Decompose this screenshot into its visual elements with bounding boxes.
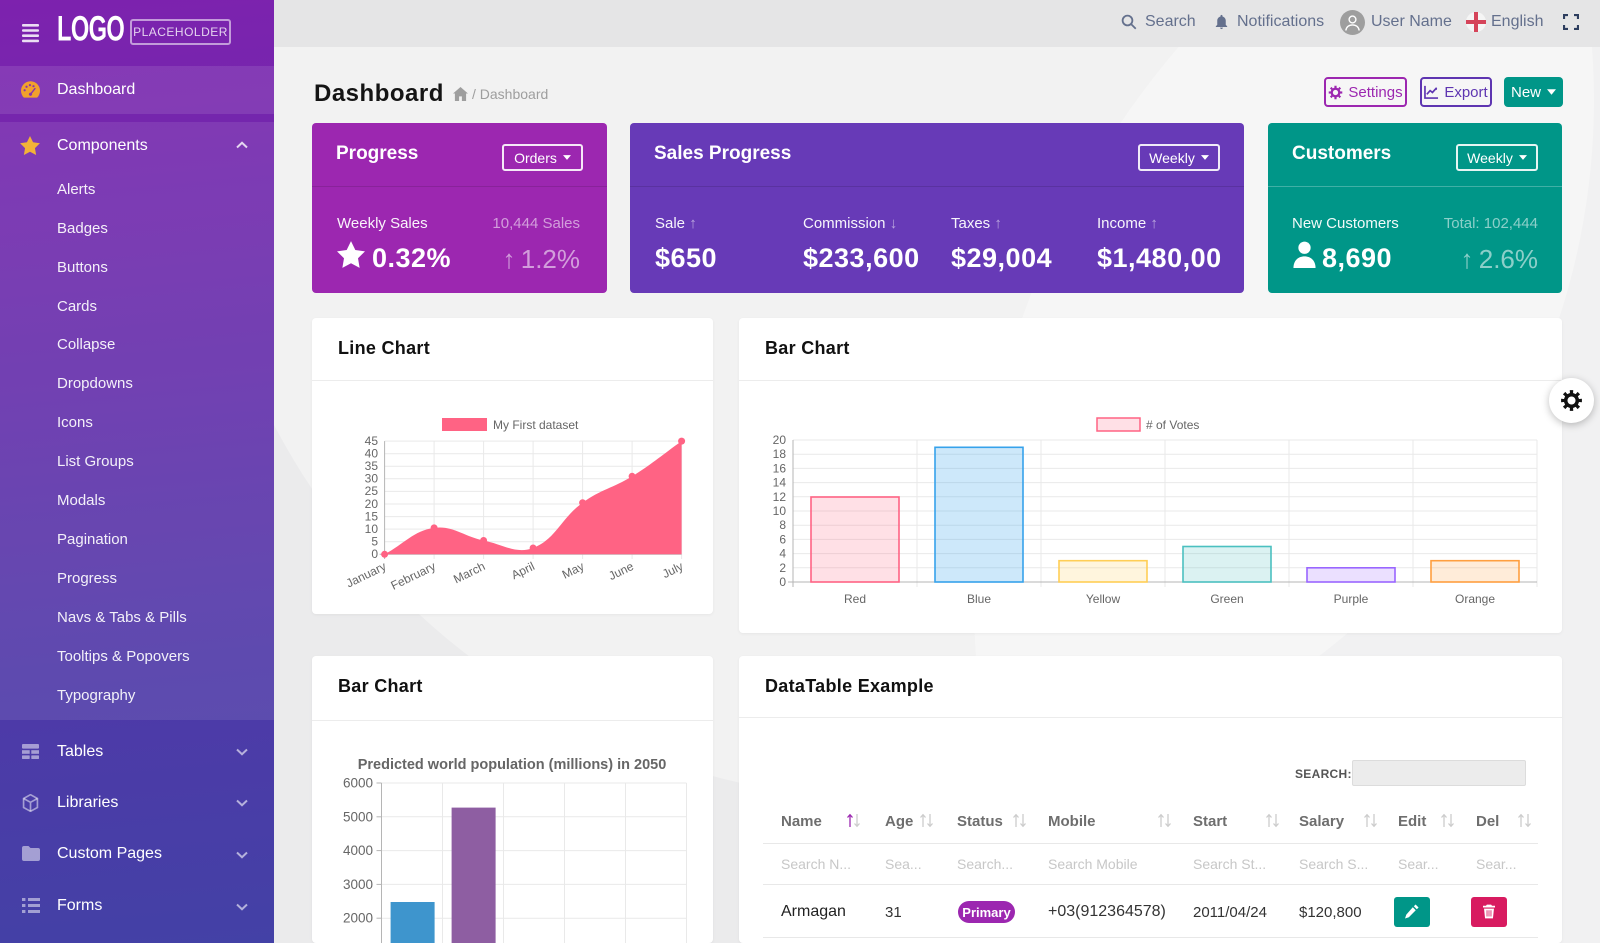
svg-text:20: 20	[773, 433, 787, 447]
svg-text:Yellow: Yellow	[1086, 592, 1121, 606]
svg-text:Green: Green	[1210, 592, 1243, 606]
svg-text:18: 18	[773, 447, 787, 461]
svg-text:16: 16	[773, 461, 787, 475]
svg-text:February: February	[389, 559, 438, 593]
svg-text:Purple: Purple	[1334, 592, 1369, 606]
svg-text:40: 40	[365, 447, 379, 461]
svg-text:2: 2	[779, 561, 786, 575]
svg-text:Predicted world population (mi: Predicted world population (millions) in…	[358, 757, 667, 773]
svg-text:April: April	[509, 559, 537, 582]
svg-text:4000: 4000	[343, 843, 373, 858]
svg-text:15: 15	[365, 509, 379, 523]
svg-text:Red: Red	[844, 592, 866, 606]
svg-text:12: 12	[773, 490, 787, 504]
svg-text:14: 14	[773, 476, 787, 490]
svg-text:10: 10	[365, 522, 379, 536]
svg-text:March: March	[451, 559, 487, 586]
svg-text:25: 25	[365, 484, 379, 498]
svg-text:8: 8	[779, 518, 786, 532]
svg-text:6000: 6000	[343, 776, 373, 791]
svg-text:20: 20	[365, 497, 379, 511]
svg-text:0: 0	[371, 547, 378, 561]
svg-text:3000: 3000	[343, 877, 373, 892]
svg-text:January: January	[344, 559, 389, 590]
svg-text:45: 45	[365, 434, 379, 448]
svg-text:5000: 5000	[343, 809, 373, 824]
svg-text:June: June	[606, 559, 636, 583]
svg-text:0: 0	[779, 575, 786, 589]
svg-text:4: 4	[779, 547, 786, 561]
svg-text:July: July	[660, 559, 685, 581]
svg-text:6: 6	[779, 532, 786, 546]
svg-text:May: May	[560, 559, 587, 582]
svg-text:Blue: Blue	[967, 592, 991, 606]
svg-text:30: 30	[365, 472, 379, 486]
svg-text:5: 5	[371, 535, 378, 549]
svg-text:# of Votes: # of Votes	[1146, 418, 1199, 432]
svg-text:My First dataset: My First dataset	[493, 418, 579, 432]
svg-text:Orange: Orange	[1455, 592, 1495, 606]
svg-text:35: 35	[365, 459, 379, 473]
svg-text:10: 10	[773, 504, 787, 518]
svg-text:2000: 2000	[343, 911, 373, 926]
